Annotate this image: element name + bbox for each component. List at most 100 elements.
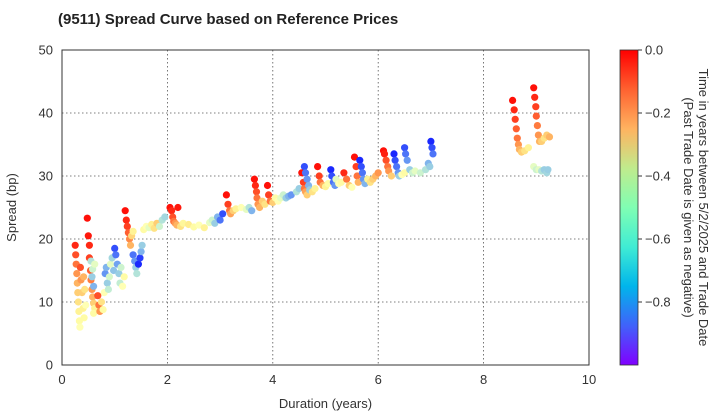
chart-title: (9511) Spread Curve based on Reference P…	[58, 11, 398, 28]
scatter-point	[168, 207, 176, 215]
scatter-point	[544, 166, 552, 174]
scatter-point	[263, 181, 272, 190]
scatter-point	[123, 222, 131, 230]
scatter-point	[545, 133, 554, 141]
colorbar-tick-label: 0.0	[645, 43, 663, 58]
scatter-point	[106, 260, 115, 268]
scatter-point	[510, 106, 518, 114]
y-axis-ticks: 0 10 20 30 40 50	[39, 43, 53, 373]
scatter-point	[110, 266, 118, 275]
x-axis-ticks: 0 2 4 6 8 10	[58, 372, 596, 387]
scatter-point	[252, 188, 261, 196]
x-tick-label: 2	[164, 372, 171, 387]
scatter-point	[387, 172, 395, 180]
colorbar-label-line2: (Past Trade Date is given as negative)	[681, 97, 696, 317]
scatter-point	[161, 213, 169, 221]
scatter-point	[261, 200, 269, 208]
scatter-point	[224, 200, 232, 208]
scatter-point	[358, 169, 366, 177]
scatter-point	[512, 125, 520, 133]
scatter-point	[219, 210, 227, 218]
y-tick-label: 10	[39, 295, 53, 310]
scatter-point	[534, 131, 543, 139]
scatter-point	[211, 219, 219, 227]
y-tick-label: 0	[46, 358, 53, 373]
scatter-point	[416, 169, 424, 177]
scatter-point	[84, 232, 92, 240]
scatter-point	[174, 203, 182, 212]
scatter-point	[357, 163, 365, 171]
scatter-point	[133, 270, 141, 278]
scatter-point	[311, 185, 319, 193]
scatter-point	[532, 103, 540, 111]
scatter-point	[256, 203, 264, 212]
scatter-point	[426, 163, 434, 171]
scatter-point	[340, 169, 348, 177]
scatter-point	[74, 298, 82, 306]
colorbar-ticks: 0.0 −0.2 −0.4 −0.6 −0.8	[638, 43, 671, 310]
scatter-point	[530, 84, 538, 92]
scatter-point	[126, 241, 135, 249]
scatter-point	[343, 175, 351, 183]
scatter-point	[303, 175, 311, 183]
scatter-point	[300, 163, 308, 171]
scatter-point	[72, 251, 80, 259]
y-tick-label: 50	[39, 43, 53, 58]
plot-area-frame	[61, 49, 590, 366]
scatter-point	[103, 279, 111, 287]
scatter-point	[428, 144, 436, 152]
scatter-point	[250, 175, 258, 183]
scatter-point	[115, 270, 123, 278]
y-tick-label: 20	[39, 232, 53, 247]
scatter-point	[401, 169, 409, 177]
scatter-point	[134, 260, 142, 268]
scatter-point	[105, 273, 113, 281]
scatter-point	[248, 207, 256, 215]
scatter-point	[402, 150, 410, 158]
scatter-point	[81, 285, 89, 293]
scatter-point	[315, 172, 323, 180]
scatter-point	[337, 178, 345, 186]
scatter-point	[350, 153, 359, 161]
scatter-point	[112, 251, 120, 259]
y-axis-label: Spread (bp)	[4, 173, 19, 242]
scatter-point	[301, 169, 310, 177]
scatter-point	[136, 254, 144, 262]
scatter-point	[85, 241, 93, 249]
scatter-point	[117, 263, 125, 271]
scatter-point	[393, 163, 401, 171]
y-tick-label: 40	[39, 106, 53, 121]
scatter-point	[138, 241, 146, 249]
scatter-point	[216, 216, 224, 224]
scatter-point	[352, 163, 360, 171]
scatter-point	[513, 134, 521, 142]
x-tick-label: 8	[480, 372, 487, 387]
x-tick-label: 6	[375, 372, 382, 387]
scatter-point	[155, 222, 164, 230]
colorbar-tick-label: −0.4	[645, 169, 671, 184]
scatter-point	[287, 191, 295, 199]
scatter-point	[403, 156, 411, 164]
grid-lines	[62, 50, 589, 365]
scatter-point	[533, 122, 542, 130]
x-tick-label: 10	[582, 372, 596, 387]
scatter-point	[327, 166, 335, 174]
scatter-point	[532, 112, 540, 120]
scatter-point	[531, 93, 539, 101]
scatter-point	[90, 282, 98, 290]
x-axis-label: Duration (years)	[279, 396, 372, 411]
scatter-point	[91, 260, 99, 268]
colorbar	[619, 49, 639, 366]
scatter-point	[97, 298, 106, 306]
scatter-point	[73, 270, 81, 278]
colorbar-tick-label: −0.6	[645, 232, 671, 247]
colorbar-tick-label: −0.8	[645, 295, 671, 310]
scatter-point	[83, 214, 91, 222]
scatter-point	[524, 144, 533, 152]
scatter-point	[104, 285, 112, 293]
scatter-point	[71, 241, 79, 249]
scatter-point	[427, 137, 435, 145]
scatter-point	[88, 273, 96, 281]
scatter-point	[354, 178, 362, 186]
scatter-point	[251, 181, 259, 190]
